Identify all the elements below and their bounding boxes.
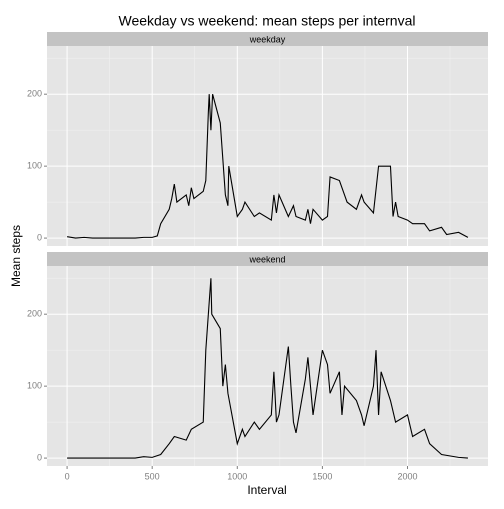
x-tick-label: 0 [65, 471, 70, 481]
line [67, 278, 468, 459]
strip [47, 252, 488, 266]
line [66, 94, 469, 239]
panel [47, 266, 488, 466]
x-tick-label: 1000 [227, 471, 247, 481]
panel [47, 46, 488, 246]
y-axis-label: Mean steps [9, 225, 23, 287]
x-axis-label: Interval [247, 483, 286, 497]
strip [47, 32, 488, 46]
x-tick-label: 1500 [312, 471, 332, 481]
y-tick-label: 100 [27, 161, 42, 171]
y-tick-label: 0 [37, 232, 42, 242]
y-tick-label: 100 [27, 381, 42, 391]
y-tick-label: 200 [27, 309, 42, 319]
y-tick-label: 0 [37, 452, 42, 462]
y-tick-label: 200 [27, 89, 42, 99]
strip-label: weekday [249, 34, 286, 44]
x-tick-label: 2000 [397, 471, 417, 481]
x-tick-label: 500 [145, 471, 160, 481]
chart-title: Weekday vs weekend: mean steps per inter… [118, 13, 415, 29]
strip-label: weekend [248, 254, 285, 264]
